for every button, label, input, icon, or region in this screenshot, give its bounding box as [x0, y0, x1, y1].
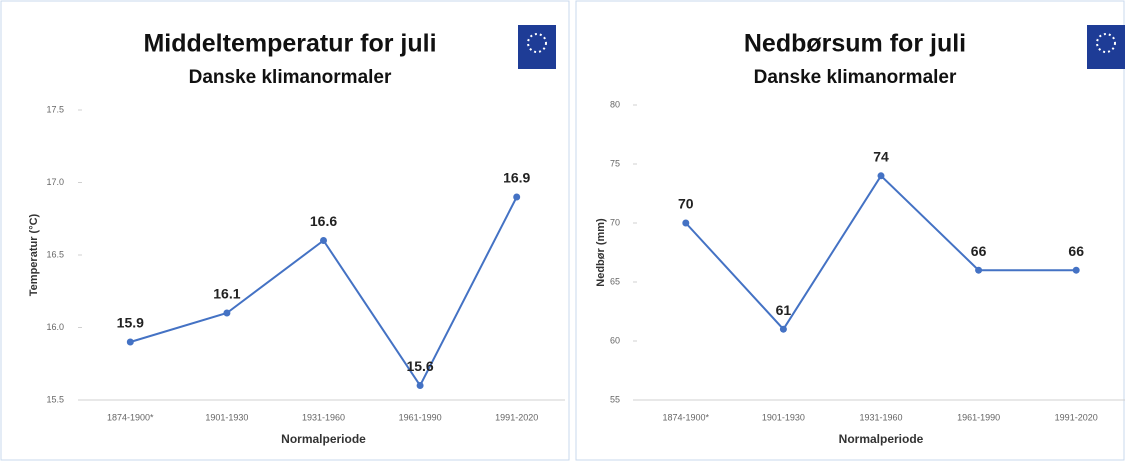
- point: [1072, 266, 1080, 274]
- y-tick-label: 65: [610, 276, 620, 286]
- x-tick-label: 1874-1900*: [107, 412, 154, 422]
- y-axis-label: Temperatur (°C): [28, 213, 40, 296]
- chart-subtitle: Danske klimanormaler: [189, 67, 392, 88]
- data-label: 16.1: [213, 286, 240, 302]
- point: [779, 325, 787, 333]
- point: [682, 219, 690, 227]
- point: [975, 266, 983, 274]
- x-tick-label: 1901-1930: [205, 412, 248, 422]
- point: [223, 309, 231, 317]
- x-tick-label: 1874-1900*: [663, 412, 710, 422]
- x-axis-label: Normalperiode: [281, 432, 366, 446]
- chart-title: Nedbørsum for juli: [744, 30, 966, 58]
- data-label: 66: [971, 243, 987, 259]
- chart-title: Middeltemperatur for juli: [143, 30, 436, 58]
- y-tick-label: 75: [610, 158, 620, 168]
- x-tick-label: 1931-1960: [859, 412, 902, 422]
- y-tick-label: 15.5: [46, 394, 64, 404]
- y-tick-label: 17.0: [46, 177, 64, 187]
- data-label: 16.6: [310, 213, 337, 229]
- y-tick-label: 16.0: [46, 322, 64, 332]
- y-tick-label: 70: [610, 217, 620, 227]
- panel-border: [575, 0, 1125, 461]
- point: [877, 172, 885, 180]
- logo: [1087, 25, 1125, 69]
- y-tick-label: 60: [610, 335, 620, 345]
- data-label: 15.6: [406, 358, 433, 374]
- logo: [518, 25, 556, 69]
- point: [126, 338, 134, 346]
- data-label: 70: [678, 196, 694, 212]
- x-tick-label: 1991-2020: [1055, 412, 1098, 422]
- point: [416, 382, 424, 389]
- point: [320, 237, 327, 244]
- x-tick-label: 1931-1960: [302, 412, 345, 422]
- data-label: 74: [873, 149, 889, 165]
- x-tick-label: 1961-1990: [957, 412, 1000, 422]
- x-tick-label: 1901-1930: [762, 412, 805, 422]
- data-label: 16.9: [503, 170, 530, 186]
- x-tick-label: 1961-1990: [399, 412, 442, 422]
- point: [513, 193, 521, 201]
- panel-border: [0, 0, 570, 461]
- y-tick-label: 80: [610, 99, 620, 109]
- x-tick-label: 1991-2020: [495, 412, 538, 422]
- y-tick-label: 17.5: [46, 104, 64, 114]
- y-axis-label: Nedbør (mm): [595, 218, 607, 287]
- x-axis-label: Normalperiode: [839, 432, 924, 446]
- y-tick-label: 16.5: [46, 249, 64, 259]
- data-label: 66: [1068, 243, 1084, 259]
- chart-subtitle: Danske klimanormaler: [754, 67, 957, 88]
- data-label: 61: [776, 302, 792, 318]
- line: [685, 174, 1077, 331]
- y-tick-label: 55: [610, 394, 620, 404]
- data-label: 15.9: [117, 315, 144, 331]
